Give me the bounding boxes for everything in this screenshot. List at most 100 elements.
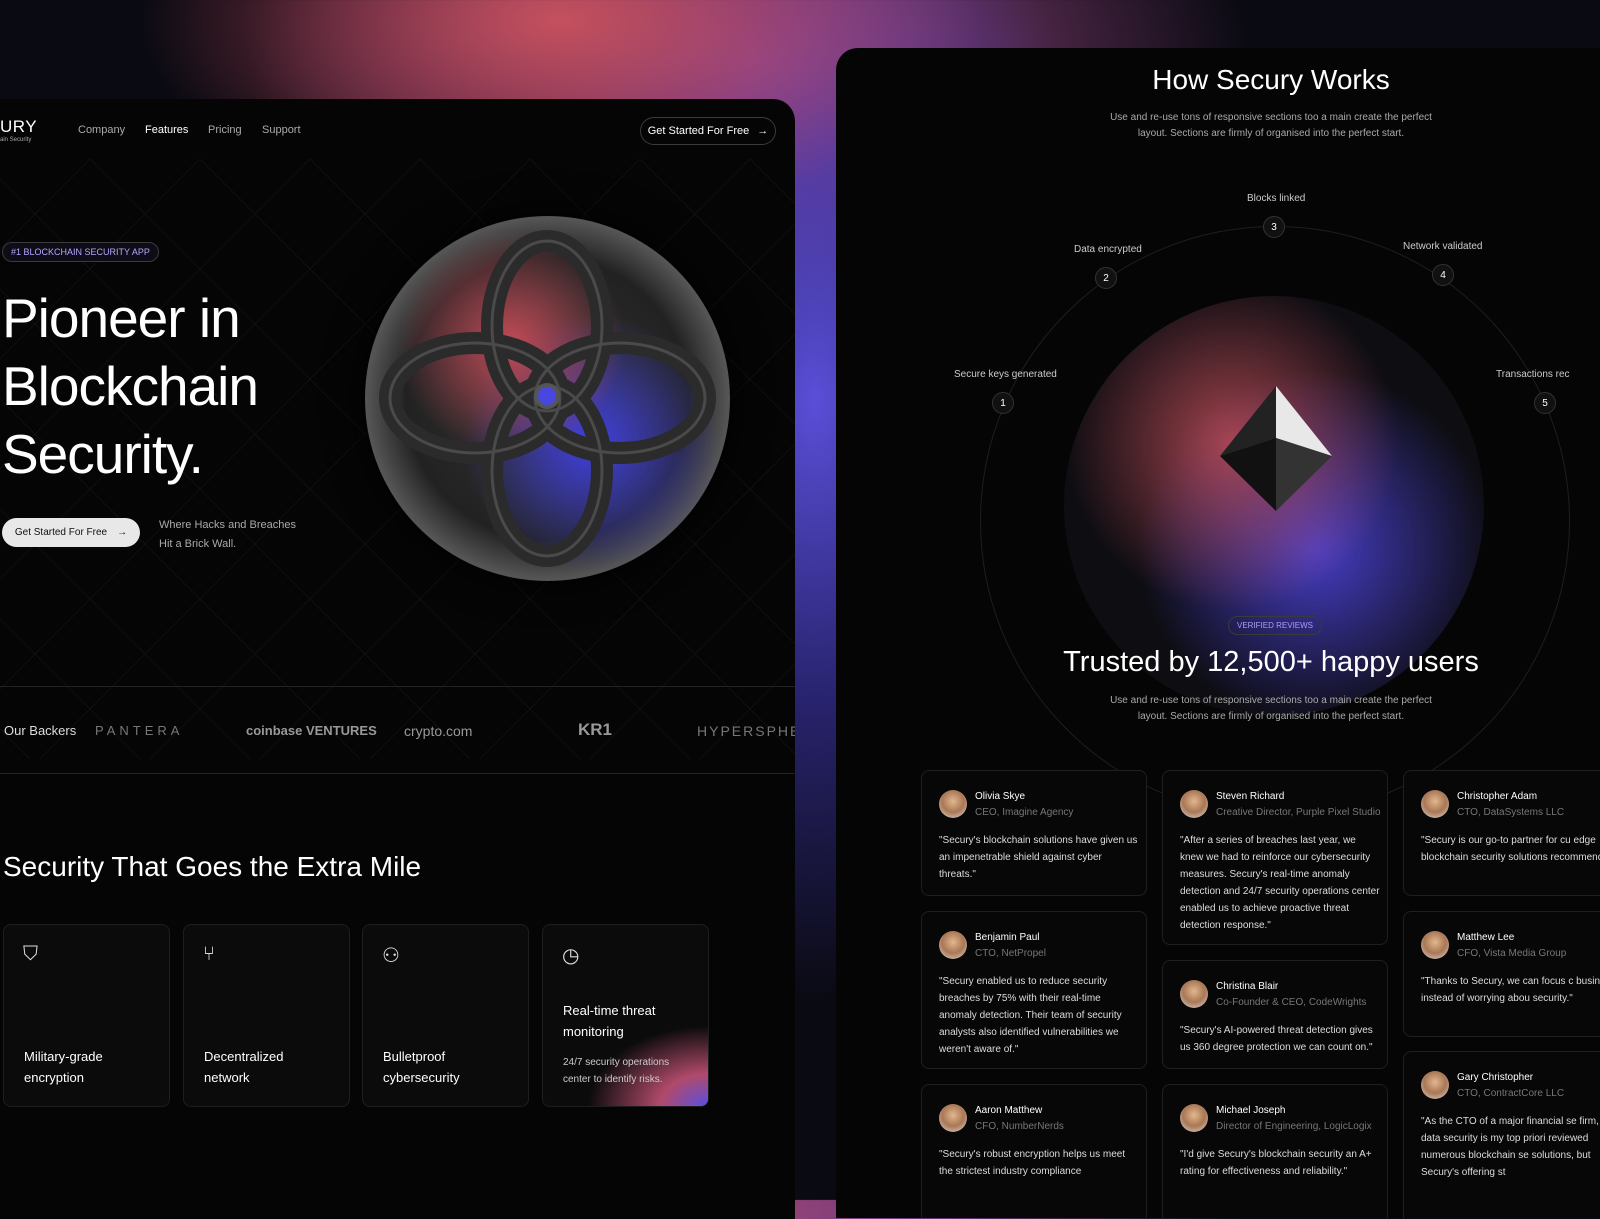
step-5: 5 (1534, 392, 1556, 414)
testimonial-name: Aaron Matthew (975, 1105, 1043, 1116)
testimonial-role: CEO, Imagine Agency (975, 807, 1074, 818)
flower-lattice-icon (379, 230, 716, 567)
step-3: 3 (1263, 216, 1285, 238)
testimonial-card: Gary Christopher CTO, ContractCore LLC "As… (1403, 1051, 1600, 1218)
testimonial-role: Creative Director, Purple Pixel Studio (1216, 807, 1381, 818)
reviews-title: Trusted by 12,500+ happy users (1063, 646, 1479, 678)
avatar (1421, 1071, 1449, 1099)
user-shield-icon: ⚇ (382, 945, 400, 967)
avatar (939, 1104, 967, 1132)
testimonial-name: Christina Blair (1216, 981, 1279, 992)
hero-badge: #1 BLOCKCHAIN SECURITY APP (2, 242, 159, 262)
nav-pricing[interactable]: Pricing (208, 124, 242, 136)
testimonial-name: Michael Joseph (1216, 1105, 1286, 1116)
testimonial-quote: "Secury's AI-powered threat detection gi… (1180, 1025, 1373, 1053)
testimonial-role: CTO, ContractCore LLC (1457, 1088, 1565, 1099)
testimonial-role: CFO, NumberNerds (975, 1121, 1064, 1132)
subtitle-line: Hit a Brick Wall. (159, 538, 237, 550)
backers-label: Our Backers (4, 723, 77, 738)
feature-title: Bulletproof cybersecurity (383, 1049, 460, 1085)
nav-features[interactable]: Features (145, 124, 189, 136)
testimonial-quote: "I'd give Secury's blockchain security a… (1180, 1149, 1372, 1177)
logo-subtext: ain Security (0, 137, 32, 143)
nav-company[interactable]: Company (78, 124, 126, 136)
subtitle-line: Where Hacks and Breaches (159, 519, 296, 531)
testimonial-role: CTO, NetPropel (975, 948, 1046, 959)
arrow-right-icon: → (757, 125, 769, 137)
testimonial-card: Matthew Lee CFO, Vista Media Group "Thanks… (1403, 911, 1600, 1037)
testimonial-quote: "As the CTO of a major financial se firm… (1421, 1116, 1599, 1178)
step-2: 2 (1095, 267, 1117, 289)
ethereum-diamond-icon (1220, 386, 1332, 511)
hero-title: Pioneer in Blockchain Security. (2, 284, 259, 488)
how-it-works-panel: How Secury Works Use and re-use tons of … (836, 48, 1600, 1218)
hero-get-started-button[interactable]: Get Started For Free → (2, 518, 140, 547)
backer-logo-pantera: PANTERA (95, 723, 184, 738)
logo[interactable]: URY ain Security (0, 117, 37, 143)
avatar (1421, 790, 1449, 818)
nav-get-started-button[interactable]: Get Started For Free → (640, 117, 776, 145)
feature-title: Real-time threat monitoring (563, 1003, 656, 1039)
how-it-works-desc: Use and re-use tons of responsive sectio… (836, 110, 1600, 142)
verified-reviews-badge: VERIFIED REVIEWS (1228, 616, 1323, 635)
testimonial-name: Olivia Skye (975, 791, 1026, 802)
avatar (1180, 790, 1208, 818)
testimonial-name: Matthew Lee (1457, 932, 1515, 943)
desc-line: layout. Sections are firmly of organised… (1137, 128, 1405, 139)
testimonial-role: Co-Founder & CEO, CodeWrights (1216, 997, 1367, 1008)
testimonial-name: Christopher Adam (1457, 791, 1538, 802)
feature-desc: 24/7 security operations center to ident… (563, 1057, 670, 1085)
button-label: Get Started For Free (647, 125, 750, 137)
step-label: Blocks linked (1247, 193, 1306, 204)
avatar (939, 790, 967, 818)
backers-strip: Our Backers PANTERA coinbase VENTURES cr… (0, 686, 795, 774)
testimonial-quote: "Secury's blockchain solutions have give… (939, 835, 1138, 880)
reviews-desc: Use and re-use tons of responsive sectio… (836, 693, 1600, 725)
backer-logo-crypto-com: crypto.com (404, 723, 473, 739)
step-label: Network validated (1403, 241, 1483, 252)
feature-card[interactable]: ⛉ Military-grade encryption (3, 924, 170, 1107)
hero-subtitle: Where Hacks and Breaches Hit a Brick Wall… (159, 516, 296, 554)
testimonial-quote: "Thanks to Secury, we can focus c busine… (1421, 976, 1600, 1004)
testimonial-card: Benjamin Paul CTO, NetPropel "Secury enabl… (921, 911, 1147, 1069)
step-label: Transactions rec (1496, 369, 1570, 380)
feature-title: Military-grade encryption (24, 1049, 103, 1085)
hero-line: Blockchain (2, 355, 259, 417)
avatar (1180, 980, 1208, 1008)
desc-line: Use and re-use tons of responsive sectio… (1110, 112, 1432, 123)
hero-line: Pioneer in (2, 287, 241, 349)
avatar (1180, 1104, 1208, 1132)
feature-card[interactable]: ⚇ Bulletproof cybersecurity (362, 924, 529, 1107)
testimonial-quote: "Secury enabled us to reduce security br… (939, 976, 1122, 1055)
hero-line: Security. (2, 423, 204, 485)
step-label: Data encrypted (1074, 244, 1142, 255)
feature-card[interactable]: ◷ Real-time threat monitoring 24/7 secur… (542, 924, 709, 1107)
backer-logo-coinbase: coinbase VENTURES (246, 723, 377, 738)
desc-line: Use and re-use tons of responsive sectio… (1110, 695, 1432, 706)
testimonial-card: Steven Richard Creative Director, Purple … (1162, 770, 1388, 945)
button-label: Get Started For Free (14, 527, 108, 538)
shield-check-icon: ⛉ (23, 943, 38, 965)
feature-title: Decentralized network (204, 1049, 284, 1085)
testimonial-card: Christina Blair Co-Founder & CEO, CodeWri… (1162, 960, 1388, 1069)
testimonial-card: Olivia Skye CEO, Imagine Agency "Secury's … (921, 770, 1147, 896)
clock-24-icon: ◷ (562, 945, 580, 967)
testimonial-role: Director of Engineering, LogicLogix (1216, 1121, 1372, 1132)
backer-logo-kr1: KR1 (578, 720, 613, 739)
sphere-illustration (365, 216, 730, 581)
logo-text: URY (0, 117, 38, 136)
nav-support[interactable]: Support (262, 124, 301, 136)
how-it-works-title: How Secury Works (1152, 64, 1390, 95)
testimonial-quote: "After a series of breaches last year, w… (1180, 835, 1380, 931)
testimonial-card: Michael Joseph Director of Engineering, L… (1162, 1084, 1388, 1218)
testimonial-name: Steven Richard (1216, 791, 1285, 802)
step-4: 4 (1432, 264, 1454, 286)
step-label: Secure keys generated (954, 369, 1057, 380)
testimonial-name: Gary Christopher (1457, 1072, 1534, 1083)
testimonial-quote: "Secury's robust encryption helps us mee… (939, 1149, 1126, 1177)
arrow-right-icon: → (117, 527, 128, 538)
feature-card[interactable]: ⑂ Decentralized network (183, 924, 350, 1107)
step-1: 1 (992, 392, 1014, 414)
testimonial-card: Aaron Matthew CFO, NumberNerds "Secury's r… (921, 1084, 1147, 1218)
desc-line: layout. Sections are firmly of organised… (1137, 711, 1405, 722)
